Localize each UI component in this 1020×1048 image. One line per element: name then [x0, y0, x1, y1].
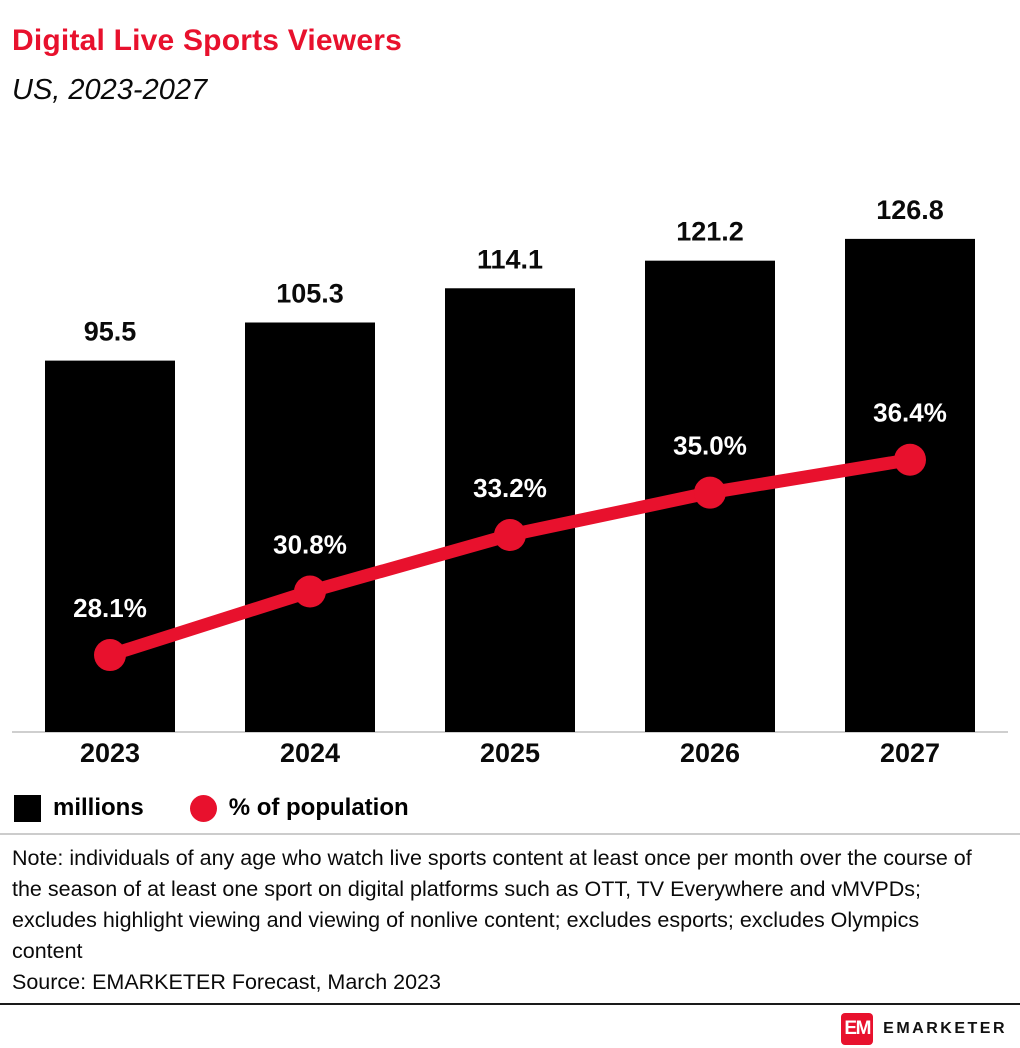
x-axis-label-2023: 2023 — [80, 738, 140, 768]
x-axis-label-2024: 2024 — [280, 738, 340, 768]
bar-value-label: 121.2 — [676, 217, 744, 247]
line-swatch-icon — [189, 794, 217, 822]
bar-value-label: 126.8 — [876, 195, 944, 225]
bar-2025 — [445, 288, 575, 732]
bar-value-label: 95.5 — [84, 317, 137, 347]
logo-monogram: EM — [844, 1018, 871, 1039]
chart-title: Digital Live Sports Viewers — [12, 24, 402, 57]
bar-2024 — [245, 322, 375, 732]
legend-label-millions: millions — [53, 794, 144, 821]
line-point-2027 — [894, 443, 926, 476]
bar-2027 — [845, 238, 975, 732]
emarketer-logo-icon: EM — [841, 1013, 874, 1045]
combo-bar-line-chart: 95.5 105.3 114.1 121.2 126.8 28.1% 30.8% 33.2% 3… — [12, 195, 1008, 768]
annotations: Note: individuals of any age who watch l… — [12, 843, 987, 998]
line-value-label: 30.8% — [273, 530, 347, 560]
note-text: Note: individuals of any age who watch l… — [12, 846, 972, 963]
footer: EM EMARKETER — [841, 1013, 1007, 1045]
x-axis-label-2027: 2027 — [880, 738, 940, 768]
bar-swatch-icon — [14, 794, 41, 822]
line-value-label: 35.0% — [673, 431, 747, 461]
line-point-2024 — [294, 575, 326, 608]
line-value-label: 33.2% — [473, 473, 547, 503]
line-value-label: 36.4% — [873, 398, 947, 428]
chart-legend: millions % of population — [14, 794, 409, 822]
line-point-2023 — [94, 639, 126, 672]
x-axis-label-2025: 2025 — [480, 738, 540, 768]
line-point-2026 — [694, 476, 726, 509]
source-text: Source: EMARKETER Forecast, March 2023 — [12, 970, 441, 994]
x-axis-label-2026: 2026 — [680, 738, 740, 768]
legend-item-population: % of population — [189, 794, 409, 822]
chart-subtitle: US, 2023-2027 — [12, 74, 208, 106]
line-value-label: 28.1% — [73, 593, 147, 623]
chart-header: Digital Live Sports Viewers US, 2023-202… — [0, 0, 1020, 107]
legend-label-population: % of population — [228, 794, 409, 821]
bar-value-label: 105.3 — [276, 279, 344, 309]
note-divider — [0, 833, 1020, 835]
bar-2023 — [45, 360, 175, 732]
line-point-2025 — [494, 519, 526, 552]
bar-value-label: 114.1 — [477, 244, 543, 274]
brand-name: EMARKETER — [883, 1020, 1007, 1037]
legend-item-millions: millions — [14, 794, 144, 822]
footer-divider — [0, 1003, 1020, 1005]
